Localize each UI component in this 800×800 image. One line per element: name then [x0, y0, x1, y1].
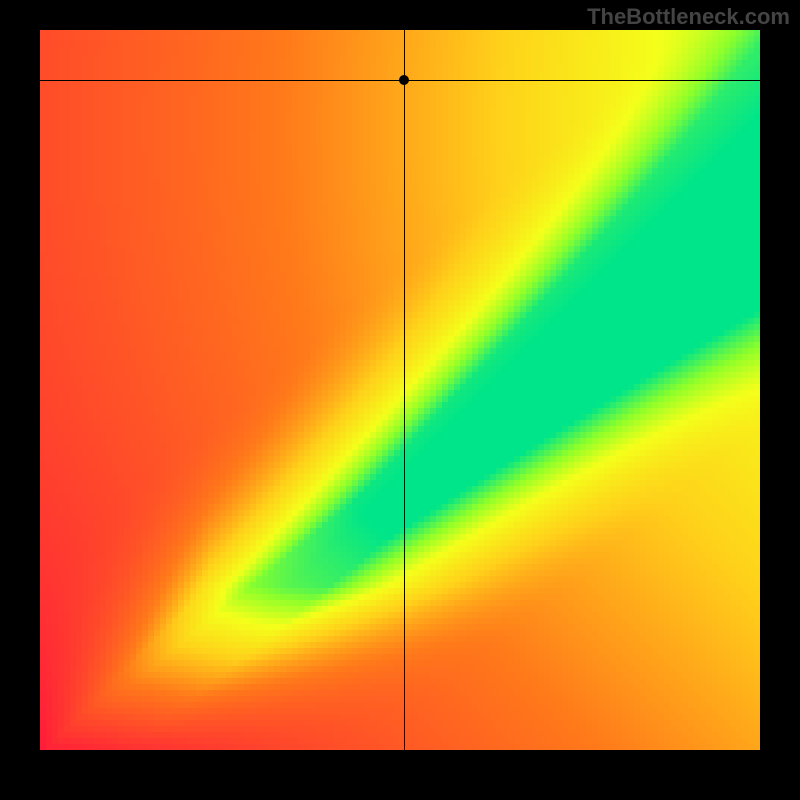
marker-point — [399, 75, 409, 85]
watermark-text: TheBottleneck.com — [587, 4, 790, 30]
crosshair-vertical — [404, 30, 405, 750]
heatmap-canvas — [40, 30, 760, 750]
heatmap-plot — [40, 30, 760, 750]
